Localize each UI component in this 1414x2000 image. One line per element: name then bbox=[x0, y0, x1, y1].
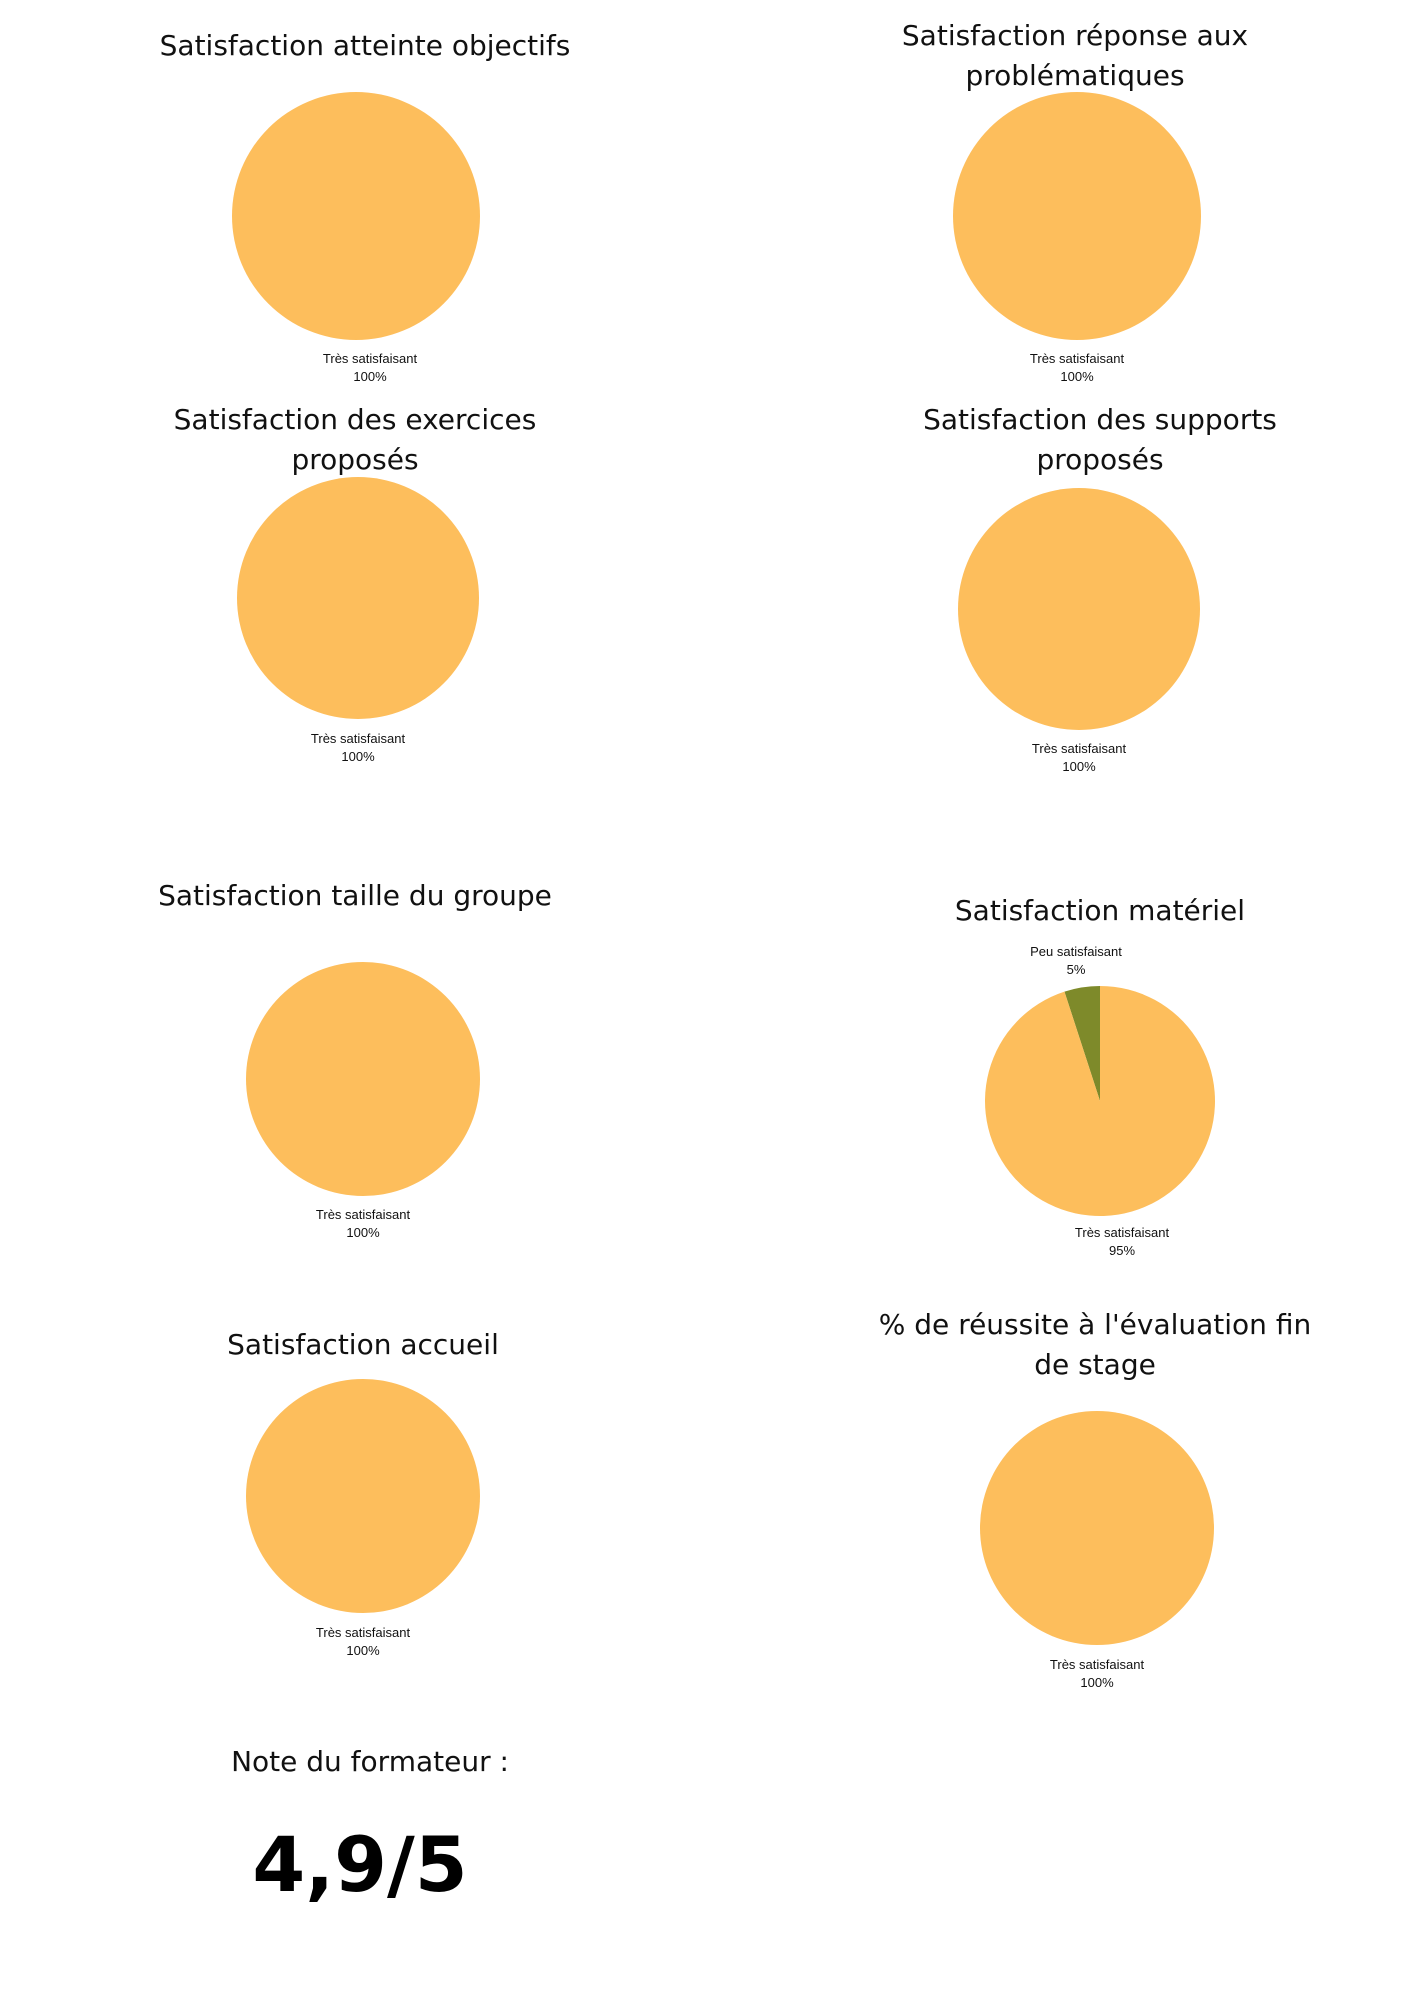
pie-chart-taille-groupe bbox=[246, 962, 480, 1196]
pie-chart-reponse-problematiques bbox=[953, 92, 1201, 340]
chart-title-exercices-proposes: Satisfaction des exercices proposés bbox=[173, 403, 537, 476]
slice-label-tres-satisfaisant: Très satisfaisant 100% bbox=[1027, 1656, 1167, 1692]
slice-label-percent: 100% bbox=[341, 749, 375, 764]
slice-label-name: Très satisfaisant bbox=[310, 731, 406, 746]
slice-label-tres-satisfaisant: Très satisfaisant 100% bbox=[285, 350, 455, 386]
trainer-note-value: 4,9/5 bbox=[252, 1820, 468, 1909]
slice-label-name: Très satisfaisant bbox=[1074, 1225, 1170, 1240]
slice-label-tres-satisfaisant: Très satisfaisant 100% bbox=[293, 1624, 433, 1660]
slice-label-name: Très satisfaisant bbox=[1031, 741, 1127, 756]
pie-slice-tres-satisfaisant bbox=[246, 1379, 480, 1613]
slice-label-percent: 100% bbox=[346, 1643, 380, 1658]
pie-slice-tres-satisfaisant bbox=[246, 962, 480, 1196]
pie-chart-accueil bbox=[246, 1379, 480, 1613]
chart-title-reponse-problematiques: Satisfaction réponse aux problématiques bbox=[901, 19, 1249, 92]
slice-label-name: Très satisfaisant bbox=[1029, 351, 1125, 366]
slice-label-name: Peu satisfaisant bbox=[1030, 944, 1122, 959]
chart-title-atteinte-objectifs: Satisfaction atteinte objectifs bbox=[159, 29, 571, 62]
slice-label-tres-satisfaisant: Très satisfaisant 100% bbox=[293, 1206, 433, 1242]
slice-label-name: Très satisfaisant bbox=[1049, 1657, 1145, 1672]
chart-title-supports-proposes: Satisfaction des supports proposés bbox=[923, 403, 1277, 476]
slice-label-percent: 100% bbox=[1080, 1675, 1114, 1690]
pie-chart-atteinte-objectifs bbox=[232, 92, 480, 340]
slice-label-percent: 100% bbox=[1060, 369, 1094, 384]
pie-chart-materiel bbox=[985, 986, 1215, 1216]
pie-slice-tres-satisfaisant bbox=[232, 92, 480, 340]
pie-chart-reussite-evaluation bbox=[980, 1411, 1214, 1645]
pie-chart-exercices-proposes bbox=[237, 477, 479, 719]
slice-label-percent: 100% bbox=[353, 369, 387, 384]
slice-label-percent: 100% bbox=[346, 1225, 380, 1240]
slice-label-tres-satisfaisant: Très satisfaisant 95% bbox=[1052, 1224, 1192, 1260]
slice-label-peu-satisfaisant: Peu satisfaisant 5% bbox=[1006, 943, 1146, 979]
chart-title-taille-groupe: Satisfaction taille du groupe bbox=[158, 879, 552, 912]
slice-label-name: Très satisfaisant bbox=[315, 1625, 411, 1640]
chart-title-reussite-evaluation: % de réussite à l'évaluation fin de stag… bbox=[878, 1308, 1312, 1381]
slice-label-tres-satisfaisant: Très satisfaisant 100% bbox=[1009, 740, 1149, 776]
pie-chart-supports-proposes bbox=[958, 488, 1200, 730]
slice-label-percent: 100% bbox=[1062, 759, 1096, 774]
slice-label-percent: 95% bbox=[1108, 1243, 1136, 1258]
chart-title-materiel: Satisfaction matériel bbox=[954, 894, 1246, 927]
slice-label-tres-satisfaisant: Très satisfaisant 100% bbox=[1007, 350, 1147, 386]
slice-label-name: Très satisfaisant bbox=[315, 1207, 411, 1222]
pie-slice-tres-satisfaisant bbox=[953, 92, 1201, 340]
pie-slice-tres-satisfaisant bbox=[980, 1411, 1214, 1645]
pie-slice-peu-satisfaisant bbox=[1064, 986, 1100, 1101]
slice-label-name: Très satisfaisant bbox=[322, 351, 418, 366]
slice-label-tres-satisfaisant: Très satisfaisant 100% bbox=[288, 730, 428, 766]
pie-slice-tres-satisfaisant bbox=[237, 477, 479, 719]
trainer-note-label: Note du formateur : bbox=[231, 1745, 509, 1778]
chart-title-accueil: Satisfaction accueil bbox=[227, 1328, 499, 1361]
pie-slice-tres-satisfaisant bbox=[958, 488, 1200, 730]
slice-label-percent: 5% bbox=[1066, 962, 1086, 977]
pie-slice-tres-satisfaisant bbox=[985, 986, 1215, 1216]
